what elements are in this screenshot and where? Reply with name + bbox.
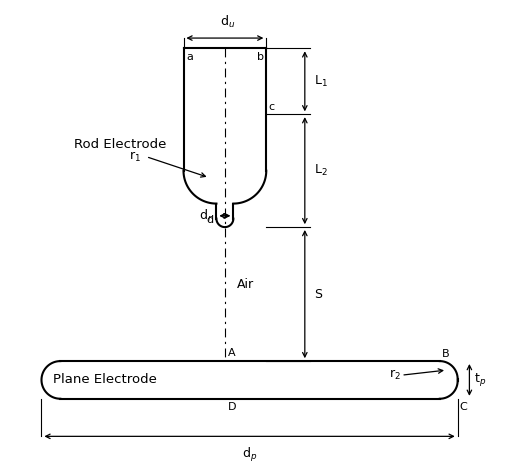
Text: L$_2$: L$_2$ bbox=[314, 163, 328, 178]
Text: b: b bbox=[257, 52, 265, 62]
Text: A: A bbox=[228, 348, 235, 358]
Text: B: B bbox=[442, 349, 449, 359]
Text: Air: Air bbox=[237, 278, 254, 291]
Text: L$_1$: L$_1$ bbox=[314, 74, 328, 89]
Text: t$_p$: t$_p$ bbox=[474, 371, 486, 388]
Text: Plane Electrode: Plane Electrode bbox=[53, 373, 157, 386]
Text: D: D bbox=[228, 402, 236, 412]
Text: C: C bbox=[459, 402, 467, 412]
Text: S: S bbox=[314, 288, 322, 301]
Text: d$_r$: d$_r$ bbox=[198, 208, 213, 224]
Text: r$_1$: r$_1$ bbox=[129, 149, 141, 164]
Text: a: a bbox=[186, 52, 193, 62]
Text: Rod Electrode: Rod Electrode bbox=[75, 138, 167, 151]
Text: c: c bbox=[268, 102, 274, 113]
Text: d: d bbox=[206, 215, 214, 225]
Text: r$_2$: r$_2$ bbox=[390, 368, 401, 382]
Text: d$_u$: d$_u$ bbox=[219, 14, 235, 30]
Text: d$_p$: d$_p$ bbox=[242, 446, 257, 464]
